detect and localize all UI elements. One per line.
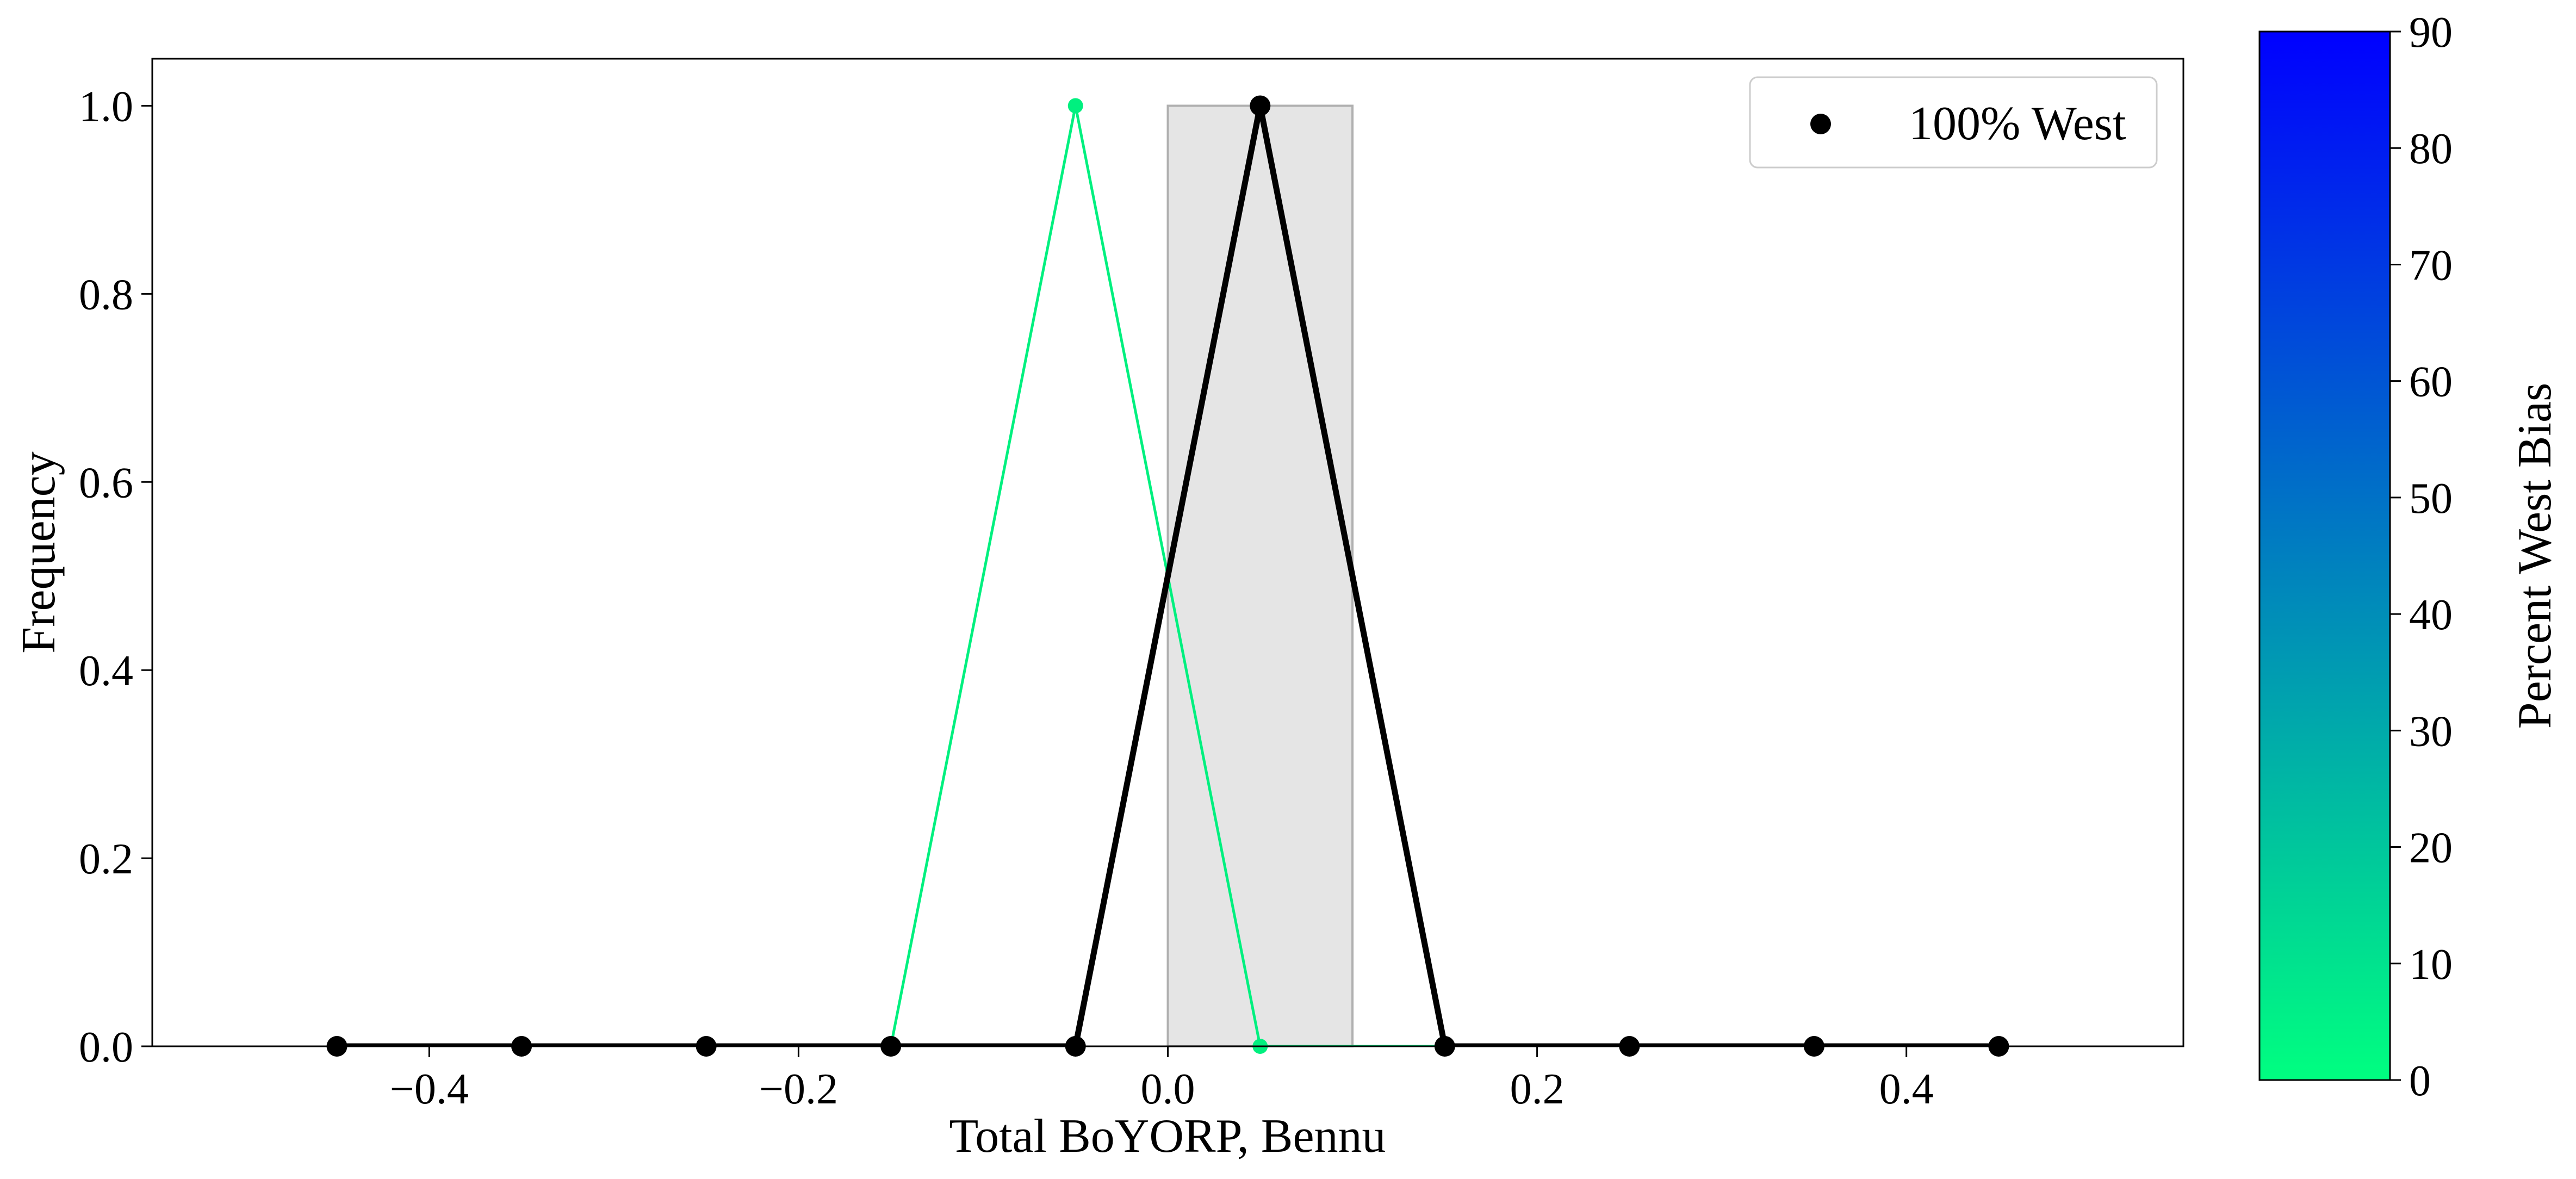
series-line-1 bbox=[337, 105, 1999, 1046]
legend-label: 100% West bbox=[1909, 97, 2126, 150]
colorbar-tick-label: 50 bbox=[2409, 475, 2453, 523]
legend: 100% West bbox=[1749, 76, 2158, 169]
legend-box bbox=[1749, 76, 2158, 169]
y-tick-label: 1.0 bbox=[79, 83, 133, 131]
data-point bbox=[1250, 95, 1271, 116]
x-tick-label: −0.2 bbox=[759, 1065, 838, 1113]
y-tick-label: 0.6 bbox=[79, 459, 133, 507]
colorbar-tick-label: 0 bbox=[2409, 1057, 2431, 1105]
series-layer bbox=[337, 105, 1999, 1046]
y-tick-label: 0.2 bbox=[79, 835, 133, 883]
colorbar-tick-label: 80 bbox=[2409, 125, 2453, 173]
colorbar: 0 10 20 30 40 50 60 70 80 90 Percent West Bias bbox=[2258, 9, 2561, 1105]
colorbar-tick-label: 30 bbox=[2409, 708, 2453, 755]
colorbar-gradient bbox=[2260, 32, 2390, 1080]
y-axis-ticks: 0.0 0.2 0.4 0.6 0.8 1.0 bbox=[79, 83, 152, 1071]
x-tick-label: 0.4 bbox=[1879, 1065, 1934, 1113]
shaded-region bbox=[1166, 104, 1354, 1047]
y-axis-label: Frequency bbox=[13, 451, 65, 653]
y-tick-label: 0.8 bbox=[79, 271, 133, 319]
colorbar-ticks: 0 10 20 30 40 50 60 70 80 90 bbox=[2390, 9, 2453, 1105]
colorbar-tick-label: 60 bbox=[2409, 358, 2453, 406]
x-tick-label: 0.0 bbox=[1141, 1065, 1195, 1113]
x-tick-label: −0.4 bbox=[390, 1065, 469, 1113]
colorbar-frame bbox=[2258, 30, 2391, 1081]
colorbar-tick-label: 90 bbox=[2409, 9, 2453, 57]
colorbar-tick-label: 40 bbox=[2409, 591, 2453, 639]
colorbar-label: Percent West Bias bbox=[2509, 383, 2561, 729]
colorbar-tick-label: 70 bbox=[2409, 241, 2453, 289]
y-tick-label: 0.4 bbox=[79, 647, 133, 695]
x-axis-label: Total BoYORP, Bennu bbox=[949, 1110, 1386, 1163]
y-tick-label: 0.0 bbox=[79, 1023, 133, 1071]
legend-marker bbox=[1810, 114, 1831, 134]
colorbar-tick-label: 20 bbox=[2409, 824, 2453, 872]
data-point bbox=[1067, 98, 1083, 114]
x-axis-ticks: −0.4 −0.2 0.0 0.2 0.4 bbox=[390, 1046, 1934, 1113]
x-tick-label: 0.2 bbox=[1510, 1065, 1565, 1113]
colorbar-tick-label: 10 bbox=[2409, 941, 2453, 989]
